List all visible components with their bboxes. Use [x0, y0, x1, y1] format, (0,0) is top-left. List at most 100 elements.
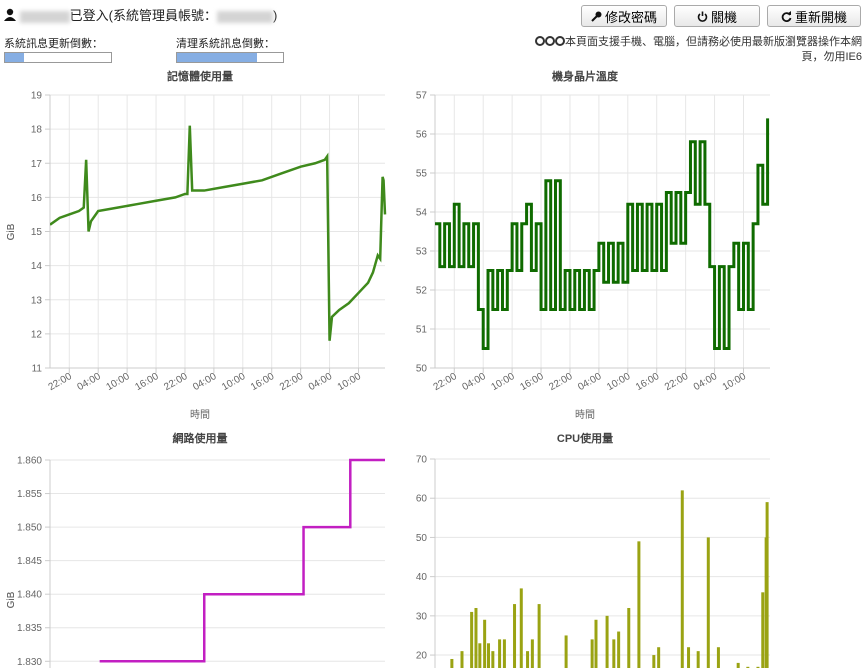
- bar: [765, 502, 769, 668]
- button-label: 修改密碼: [604, 9, 657, 25]
- countdown-label: 系統訊息更新倒數：: [4, 38, 103, 50]
- x-tick-label: 04:00: [692, 371, 720, 393]
- x-tick-label: 04:00: [576, 371, 604, 393]
- chart-title: 機身晶片溫度: [552, 69, 619, 83]
- bar: [513, 604, 517, 668]
- y-axis-label: GiB: [6, 591, 17, 608]
- bar: [612, 639, 616, 668]
- data-line: [50, 125, 387, 341]
- chart-title: 記憶體使用量: [167, 69, 233, 83]
- bar: [450, 658, 454, 668]
- bar: [474, 608, 478, 668]
- bar: [519, 588, 523, 668]
- x-tick-label: 22:00: [432, 371, 460, 393]
- bar: [460, 651, 464, 668]
- y-tick-label: 1.830: [17, 657, 42, 668]
- chart: CPU使用量 GiB 20 30 40 50 60 70: [6, 431, 770, 668]
- chart: 網路使用量 GiB 1.830 1.835 1.840 1.845 1.850 1.855 1.…: [6, 431, 385, 668]
- user-icon: [4, 8, 16, 21]
- button-label: 關機: [710, 9, 737, 25]
- x-axis-label: 時間: [575, 409, 595, 421]
- bar: [470, 611, 474, 668]
- bar: [706, 537, 710, 668]
- x-tick-label: 10:00: [605, 371, 633, 393]
- y-tick-label: 17: [31, 159, 43, 170]
- y-tick-label: 20: [416, 651, 428, 662]
- bar: [736, 662, 740, 668]
- button-label: 重新開機: [794, 9, 847, 25]
- progress-fill: [177, 53, 257, 62]
- countdown-label: 清理系統訊息倒數：: [176, 38, 275, 50]
- plot: [450, 490, 769, 668]
- plot: [99, 458, 385, 663]
- chart-title: CPU使用量: [557, 431, 613, 445]
- bar: [627, 608, 631, 668]
- bar: [680, 490, 684, 668]
- bar: [716, 647, 720, 668]
- x-tick-label: 22:00: [278, 371, 306, 393]
- bar: [530, 639, 534, 668]
- notice-text: 本頁面支援手機、電腦，但請務必使用最新版瀏覽器操作本網頁，勿用IE6: [565, 36, 862, 63]
- x-tick-label: 16:00: [518, 371, 546, 393]
- y-tick-label: 40: [416, 572, 428, 583]
- x-tick-label: 10:00: [220, 371, 248, 393]
- power-icon: [697, 11, 708, 22]
- bar: [657, 647, 661, 668]
- y-tick-label: 50: [416, 533, 428, 544]
- y-tick-label: 14: [31, 261, 43, 272]
- y-axis-label: GiB: [6, 591, 17, 608]
- bar: [687, 647, 691, 668]
- x-tick-label: 22:00: [547, 371, 575, 393]
- bar: [564, 635, 568, 668]
- y-tick-label: 11: [32, 364, 43, 375]
- bar: [502, 639, 506, 668]
- progress-bar: [4, 52, 112, 63]
- y-tick-label: 1.850: [17, 523, 42, 534]
- y-tick-label: 52: [416, 286, 428, 297]
- login-suffix: ): [272, 8, 278, 23]
- login-info: 已登入(系統管理員帳號：): [4, 5, 277, 24]
- y-tick-label: 60: [416, 494, 428, 505]
- x-tick-label: 04:00: [76, 371, 104, 393]
- bar: [498, 639, 502, 668]
- y-tick-label: 13: [31, 295, 43, 306]
- bar: [605, 615, 609, 668]
- browser-icons: [535, 36, 565, 46]
- bar: [652, 655, 656, 668]
- x-tick-label: 10:00: [489, 371, 517, 393]
- bar: [590, 639, 594, 668]
- y-tick-label: 1.840: [17, 590, 42, 601]
- login-prefix: 已登入(系統管理員帳號：: [69, 8, 217, 23]
- x-tick-label: 22:00: [162, 371, 190, 393]
- y-tick-label: 1.855: [17, 489, 42, 500]
- y-tick-label: 57: [416, 91, 428, 102]
- change-password-button[interactable]: 修改密碼: [581, 5, 667, 27]
- plot: [50, 125, 387, 341]
- y-tick-label: 55: [416, 169, 428, 180]
- chart-title: 網路使用量: [173, 431, 228, 445]
- bar: [696, 651, 700, 668]
- bar: [526, 651, 530, 668]
- y-axis-label: GiB: [6, 223, 17, 240]
- bar: [487, 643, 491, 668]
- shutdown-button[interactable]: 關機: [674, 5, 760, 27]
- y-tick-label: 30: [416, 611, 428, 622]
- y-tick-label: 16: [31, 193, 43, 204]
- y-tick-label: 15: [31, 227, 43, 238]
- y-tick-label: 51: [416, 325, 428, 336]
- y-tick-label: 54: [416, 208, 428, 219]
- bar: [594, 619, 598, 668]
- x-tick-label: 16:00: [249, 371, 277, 393]
- x-tick-label: 10:00: [721, 371, 749, 393]
- y-axis-label: GiB: [6, 223, 17, 240]
- x-tick-label: 16:00: [133, 371, 161, 393]
- y-tick-label: 50: [416, 364, 428, 375]
- y-tick-label: 19: [31, 91, 43, 102]
- y-tick-label: 70: [416, 455, 428, 466]
- x-tick-label: 22:00: [663, 371, 691, 393]
- bar: [761, 592, 765, 668]
- bar: [483, 619, 487, 668]
- bar: [617, 631, 621, 668]
- restart-button[interactable]: 重新開機: [767, 5, 861, 27]
